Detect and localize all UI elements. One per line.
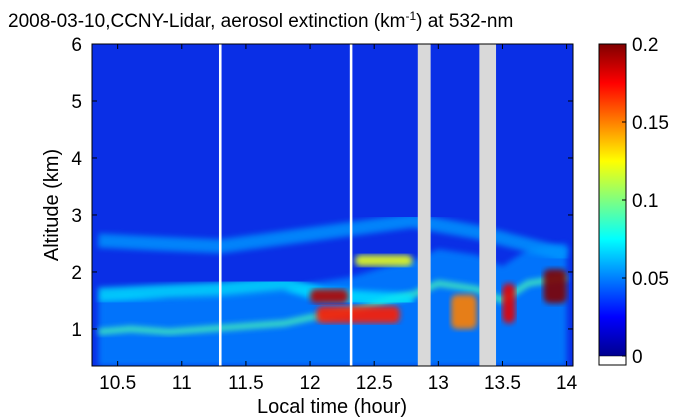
colorbar-tick-label: 0.05 bbox=[632, 269, 669, 290]
x-tick-label: 11 bbox=[172, 373, 192, 394]
y-tick-label: 4 bbox=[71, 149, 82, 170]
colorbar-tick-label: 0.2 bbox=[632, 35, 658, 56]
y-tick-label: 6 bbox=[71, 35, 82, 56]
aerosol-layer-fill bbox=[98, 243, 567, 366]
x-tick-label: 10.5 bbox=[99, 373, 136, 394]
colorbar-tick-label: 0.15 bbox=[632, 113, 669, 134]
layer-line-elevated-layer-1 bbox=[98, 276, 414, 308]
data-gap-2 bbox=[417, 44, 431, 366]
high-extinction-region-1 bbox=[316, 306, 400, 324]
x-tick-label: 14 bbox=[556, 373, 578, 394]
x-axis-label: Local time (hour) bbox=[257, 396, 407, 418]
chart-title: 2008-03-10,CCNY-Lidar, aerosol extinctio… bbox=[8, 9, 513, 32]
y-tick-label: 3 bbox=[71, 206, 82, 227]
colorbar: 0 0.05 0.1 0.15 0.2 bbox=[598, 35, 669, 368]
x-tick-label: 12.5 bbox=[356, 373, 393, 394]
data-gap-3 bbox=[479, 44, 497, 366]
data-gap-0 bbox=[218, 44, 222, 366]
colorbar-tick-label: 0 bbox=[632, 347, 643, 368]
colorbar-gradient bbox=[599, 44, 626, 356]
data-gaps bbox=[218, 44, 497, 366]
x-tick-label: 11.5 bbox=[228, 373, 264, 394]
x-tick-label: 13.5 bbox=[484, 373, 521, 394]
y-tick-label: 2 bbox=[71, 263, 82, 284]
colorbar-ticks: 0 0.05 0.1 0.15 0.2 bbox=[622, 35, 669, 368]
y-axis: 1 2 3 4 5 6 bbox=[71, 35, 573, 341]
high-extinction-region-2 bbox=[354, 254, 413, 267]
high-extinction-region-5 bbox=[451, 294, 477, 329]
colorbar-frame bbox=[598, 43, 627, 366]
colorbar-tick-label: 0.1 bbox=[632, 191, 658, 212]
high-extinction-region-4 bbox=[543, 269, 567, 304]
data-gap-1 bbox=[349, 44, 353, 366]
x-axis: 10.5 11 11.5 12 12.5 13 13.5 14 bbox=[99, 44, 578, 394]
y-tick-label: 1 bbox=[71, 320, 82, 341]
x-tick-label: 12 bbox=[299, 373, 320, 394]
plot-area bbox=[91, 43, 574, 367]
high-extinction-region-3 bbox=[502, 283, 516, 324]
high-extinction-region-0 bbox=[310, 289, 349, 304]
y-axis-label: Altitude (km) bbox=[41, 149, 63, 261]
y-tick-label: 5 bbox=[71, 92, 82, 113]
layer-line-elevated-layer-2 bbox=[98, 213, 569, 262]
plot-frame bbox=[91, 43, 574, 367]
x-tick-label: 13 bbox=[428, 373, 449, 394]
colorbar-nodata-swatch bbox=[598, 355, 627, 366]
